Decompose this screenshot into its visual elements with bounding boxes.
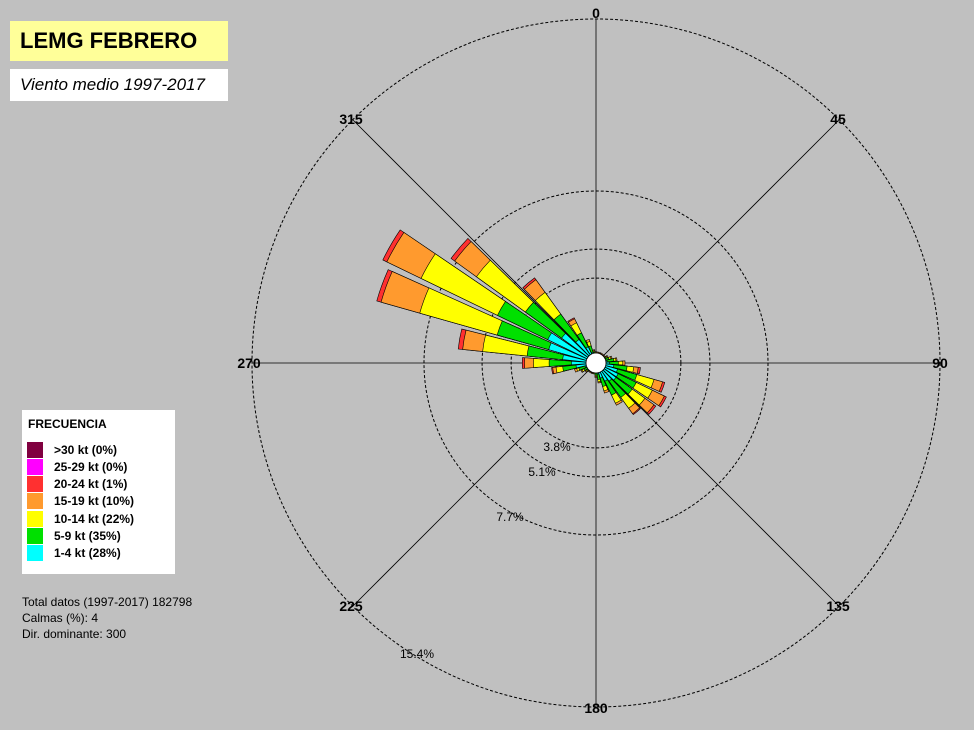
chart-title: LEMG FEBRERO <box>10 21 228 61</box>
legend-item: >30 kt (0%) <box>27 442 117 458</box>
ring-label: 5.1% <box>528 465 556 479</box>
rose-wedge <box>548 342 597 364</box>
legend-label: >30 kt (0%) <box>54 443 118 457</box>
direction-label: 45 <box>830 111 846 127</box>
direction-label: 0 <box>592 5 600 21</box>
ring-circle <box>423 190 769 536</box>
ring-circle <box>251 18 941 708</box>
legend-swatch <box>27 528 43 544</box>
ring-circle <box>510 277 682 449</box>
rose-wedge <box>547 332 597 364</box>
legend-item: 1-4 kt (28%) <box>27 545 121 561</box>
stats-dominant: Dir. dominante: 300 <box>22 627 127 641</box>
calm-circle <box>585 352 607 374</box>
direction-label: 180 <box>584 700 608 716</box>
direction-label: 225 <box>339 598 363 614</box>
ring-label: 7.7% <box>496 510 524 524</box>
ring-label: 3.8% <box>543 440 571 454</box>
legend-item: 15-19 kt (10%) <box>27 493 134 509</box>
legend-label: 15-19 kt (10%) <box>54 494 135 508</box>
ring-circle <box>481 248 711 478</box>
legend-swatch <box>27 493 43 509</box>
direction-label: 270 <box>237 355 261 371</box>
direction-label: 135 <box>826 598 850 614</box>
legend-title: FRECUENCIA <box>28 417 107 431</box>
direction-label: 315 <box>339 111 363 127</box>
stats-panel: Total datos (1997-2017) 182798 Calmas (%… <box>22 594 192 642</box>
stats-total: Total datos (1997-2017) 182798 <box>22 595 193 609</box>
legend-item: 20-24 kt (1%) <box>27 476 127 492</box>
legend-item: 25-29 kt (0%) <box>27 459 127 475</box>
legend-label: 25-29 kt (0%) <box>54 460 128 474</box>
legend: FRECUENCIA >30 kt (0%) 25-29 kt (0%) 20-… <box>22 410 175 574</box>
legend-swatch <box>27 476 43 492</box>
legend-swatch <box>27 459 43 475</box>
legend-label: 1-4 kt (28%) <box>54 546 121 560</box>
legend-swatch <box>27 442 43 458</box>
chart-subtitle: Viento medio 1997-2017 <box>10 69 228 101</box>
ring-label: 15.4% <box>400 647 434 661</box>
legend-swatch <box>27 511 43 527</box>
legend-label: 5-9 kt (35%) <box>54 529 121 543</box>
rose-wedge <box>561 332 597 364</box>
legend-item: 5-9 kt (35%) <box>27 528 121 544</box>
legend-item: 10-14 kt (22%) <box>27 511 134 527</box>
legend-swatch <box>27 545 43 561</box>
direction-label: 90 <box>932 355 948 371</box>
rose-wedge <box>571 360 597 366</box>
stats-calms: Calmas (%): 4 <box>22 611 99 625</box>
legend-label: 20-24 kt (1%) <box>54 477 128 491</box>
legend-label: 10-14 kt (22%) <box>54 512 135 526</box>
